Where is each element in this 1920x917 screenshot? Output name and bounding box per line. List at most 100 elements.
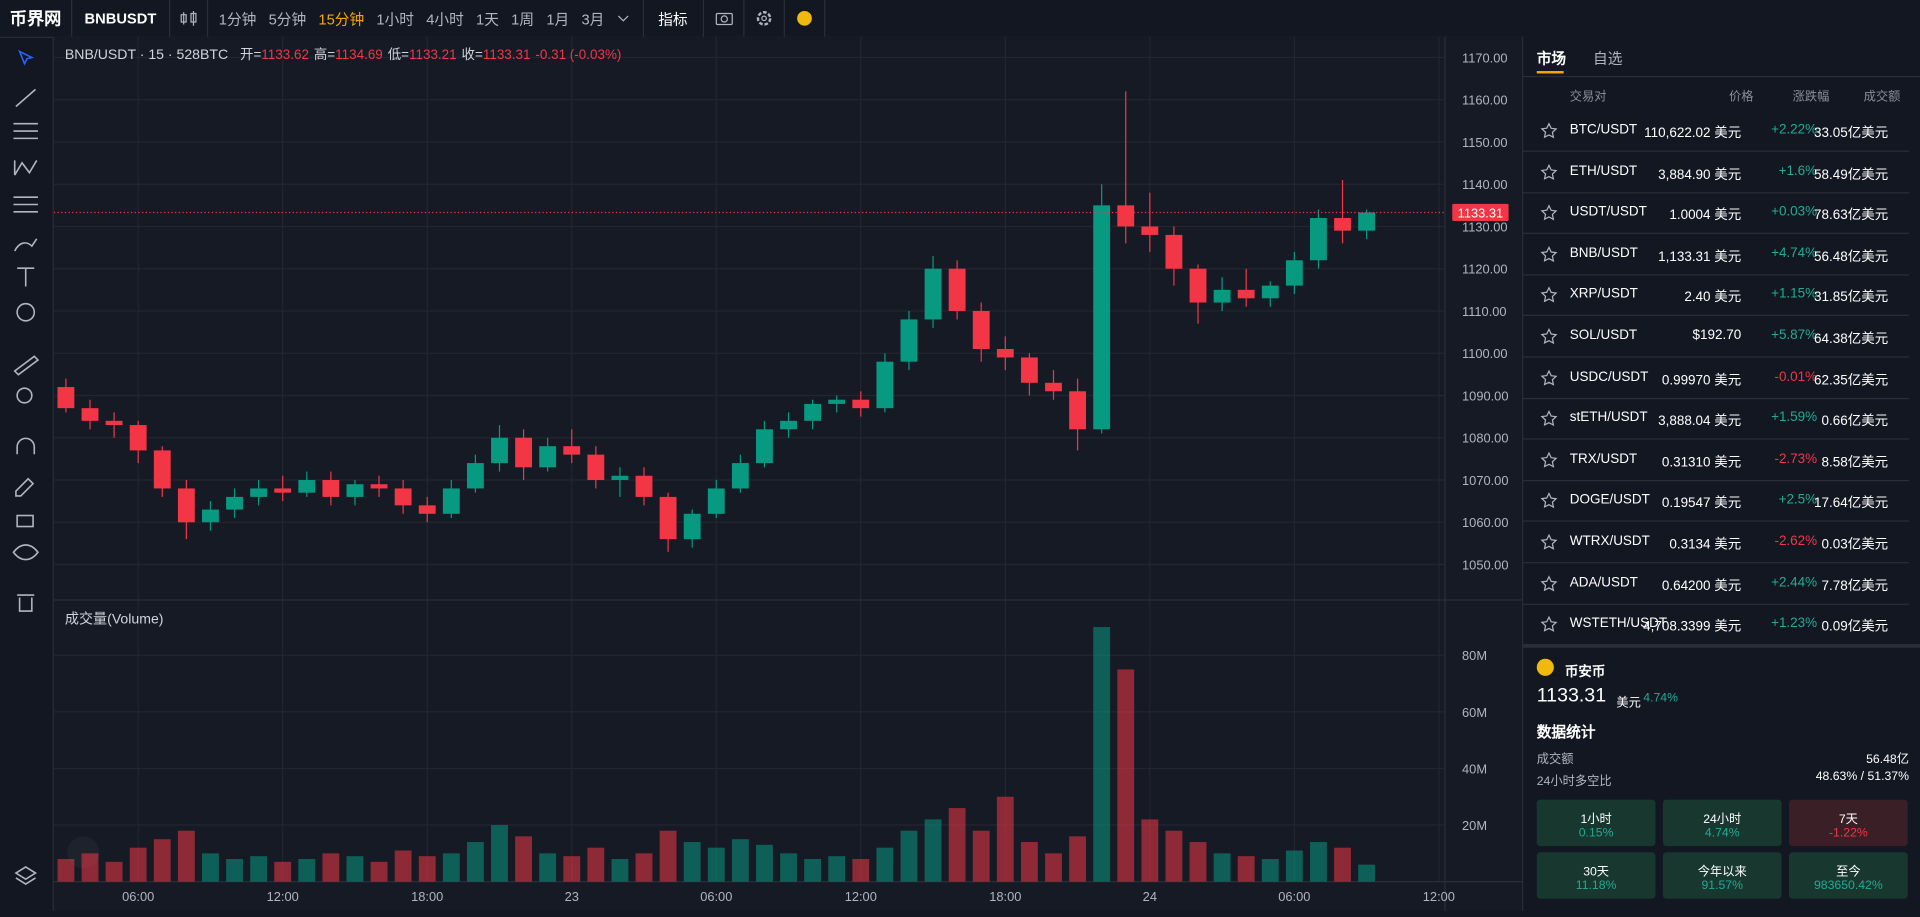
interval[interactable]: 4小时 [426,10,464,28]
market-row[interactable]: DOGE/USDT 0.19547 美元 +2.5% 17.64亿美元 [1523,480,1909,523]
volume-bar [683,842,701,882]
candle-body [177,488,195,523]
period-value: 4.74% [1704,826,1740,841]
cursor-tool[interactable] [18,49,35,66]
pair: USDC/USDT [1569,369,1649,384]
candle-body [129,425,147,451]
star-icon[interactable] [1540,122,1558,139]
high-value: 1134.69 [335,47,383,62]
market-row[interactable]: WTRX/USDT 0.3134 美元 -2.62% 0.03亿美元 [1523,522,1909,564]
star-icon[interactable] [1540,410,1558,427]
market-row[interactable]: BNB/USDT 1,133.31 美元 +4.74% 56.48亿美元 [1523,234,1909,276]
change: +2.5% [1778,492,1818,508]
lock-draw-tool[interactable] [15,477,35,497]
interval[interactable]: 15分钟 [318,10,365,28]
star-icon[interactable] [1540,204,1558,222]
volume-bar [346,856,364,882]
interval[interactable]: 1天 [476,10,499,28]
layers-tool[interactable] [14,866,38,886]
candle-body [1310,218,1327,261]
interval[interactable]: 1小时 [376,10,414,28]
market-tab[interactable]: 自选 [1593,50,1623,68]
market-row[interactable]: USDT/USDT 1.0004 美元 +0.03% 78.63亿美元 [1523,192,1909,235]
star-icon[interactable] [1540,328,1558,345]
turnover: 17.64亿美元 [1814,496,1889,512]
market-row[interactable]: SOL/USDT $192.70 +5.87% 64.38亿美元 [1523,316,1909,358]
coin-icon[interactable] [784,9,823,29]
logo[interactable]: 币界网 [9,8,62,29]
interval[interactable]: 1月 [546,10,570,28]
star-icon[interactable] [1540,451,1558,469]
delete-tool[interactable] [17,594,35,612]
change: +1.59% [1771,410,1818,426]
projection-tool[interactable] [13,196,38,213]
pattern-tool[interactable] [13,159,38,176]
coin-info: 币安币 1133.31 美元 4.74% 数据统计 成交额 56.48亿 24小… [1523,644,1920,915]
symbol[interactable]: BNBUSDT [84,9,157,27]
x-tick-label: 18:00 [989,889,1021,904]
brush-tool[interactable] [13,238,38,252]
volume-bar [81,853,99,882]
top-bar: 币界网 BNBUSDT 1分钟 5分钟 15分钟 1小时 4小时 1天 1周 1月 3月 指标 [0,0,1920,38]
candle-body [707,488,725,514]
chart-type-icon[interactable] [170,9,207,29]
candle-body [466,463,484,489]
dropdown-icon[interactable] [615,12,630,24]
turnover: 78.63亿美元 [1814,208,1889,224]
pair: stETH/USDT [1569,410,1648,426]
candle-body [780,420,797,430]
market-row[interactable]: ETH/USDT 3,884.90 美元 +1.6% 58.49亿美元 [1523,151,1909,193]
indicators[interactable]: 指标 [658,10,688,28]
fib-tool[interactable] [13,122,38,140]
market-row[interactable]: ADA/USDT 0.64200 美元 +2.44% 7.78亿美元 [1523,563,1909,605]
market-row[interactable]: WSTETH/USDT 4,708.3399 美元 +1.23% 0.09亿美元 [1523,604,1909,646]
market-row[interactable]: TRX/USDT 0.31310 美元 -2.73% 8.58亿美元 [1523,439,1909,481]
candle-body [1261,285,1279,299]
volume-bar [948,808,966,882]
interval[interactable]: 1分钟 [218,10,257,28]
last-price-label: 1133.31 [1458,205,1503,220]
volume-tick-label: 80M [1462,648,1487,663]
market-row[interactable]: XRP/USDT 2.40 美元 +1.15% 31.85亿美元 [1523,275,1909,317]
emoji-tool[interactable] [16,302,36,322]
star-icon[interactable] [1540,369,1558,386]
star-icon[interactable] [1540,163,1558,181]
market-tab[interactable]: 市场 [1536,50,1567,68]
interval[interactable]: 1周 [511,10,535,28]
text-tool[interactable] [17,267,35,287]
volume-bar [924,819,942,882]
settings-icon[interactable] [744,9,783,29]
star-icon[interactable] [1540,287,1558,304]
candle-body [828,399,846,404]
camera-icon[interactable] [704,9,743,29]
candle-body [1117,205,1135,227]
interval[interactable]: 3月 [581,10,605,28]
change: +1.6% [1778,163,1818,179]
volume-bar [202,853,219,882]
star-icon[interactable] [1540,575,1558,592]
lock-tool[interactable] [16,514,34,528]
eye-tool[interactable] [12,544,39,561]
line-tool[interactable] [15,88,37,108]
y-tick-label: 1140.00 [1462,177,1507,192]
period-box: 今年以来 91.57% [1662,852,1782,899]
volume-tick-label: 40M [1462,761,1487,776]
change-value: -0.31 (-0.03%) [535,47,621,62]
star-icon[interactable] [1540,245,1558,263]
candle-body [731,463,749,489]
zoom-tool[interactable] [16,387,33,404]
star-icon[interactable] [1540,616,1558,633]
ruler-tool[interactable] [13,355,40,376]
star-icon[interactable] [1540,533,1558,551]
price: 4,708.3399 美元 [1643,619,1742,635]
market-row[interactable]: stETH/USDT 3,888.04 美元 +1.59% 0.66亿美元 [1523,398,1909,440]
star-icon[interactable] [1540,492,1558,510]
market-row[interactable]: BTC/USDT 110,622.02 美元 +2.22% 33.05亿美元 [1523,110,1909,152]
market-row[interactable]: USDC/USDT 0.99970 美元 -0.01% 62.35亿美元 [1523,357,1909,399]
magnet-tool[interactable] [16,437,36,455]
period-box: 至今 983650.42% [1788,852,1908,899]
interval[interactable]: 5分钟 [268,10,307,28]
change: +4.74% [1771,245,1818,261]
